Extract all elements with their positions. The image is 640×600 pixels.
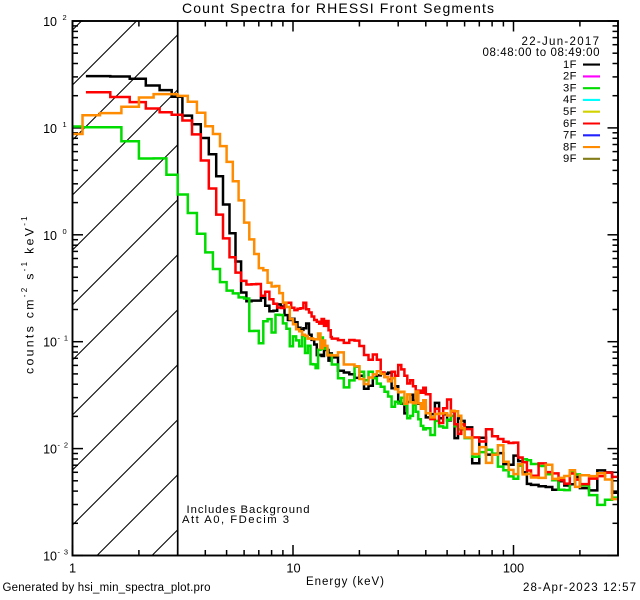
- svg-text:10: 10: [43, 229, 57, 243]
- svg-text:0: 0: [63, 227, 67, 236]
- svg-text:08:48:00 to 08:49:00: 08:48:00 to 08:49:00: [483, 47, 600, 59]
- svg-text:2F: 2F: [563, 71, 577, 83]
- svg-text:10: 10: [43, 336, 57, 350]
- svg-text:1F: 1F: [563, 59, 577, 71]
- svg-text:5F: 5F: [563, 106, 577, 118]
- svg-text:4F: 4F: [563, 94, 577, 106]
- svg-text:10: 10: [43, 550, 57, 564]
- svg-text:10: 10: [286, 561, 300, 576]
- svg-text:28-Apr-2023 12:57: 28-Apr-2023 12:57: [523, 582, 636, 594]
- svg-text:100: 100: [503, 561, 524, 576]
- svg-text:Includes Background: Includes Background: [187, 504, 310, 516]
- svg-text:1: 1: [69, 561, 76, 576]
- svg-text:Att A0, FDecim 3: Att A0, FDecim 3: [182, 514, 289, 526]
- svg-text:Generated by hsi_min_spectra_p: Generated by hsi_min_spectra_plot.pro: [3, 582, 211, 594]
- svg-text:7F: 7F: [563, 130, 577, 142]
- svg-text:3F: 3F: [563, 83, 577, 95]
- svg-text:10: 10: [43, 15, 57, 29]
- svg-text:10: 10: [43, 443, 57, 457]
- svg-text:8F: 8F: [563, 141, 577, 153]
- svg-text:6F: 6F: [563, 118, 577, 130]
- svg-text:1: 1: [63, 120, 67, 129]
- svg-text:Count Spectra for RHESSI Front: Count Spectra for RHESSI Front Segments: [182, 0, 494, 16]
- svg-text:2: 2: [63, 13, 67, 22]
- svg-text:9F: 9F: [563, 153, 577, 165]
- svg-text:Energy (keV): Energy (keV): [306, 576, 384, 588]
- svg-text:counts cm-2 s-1 keV-1: counts cm-2 s-1 keV-1: [20, 214, 37, 374]
- svg-text:10: 10: [43, 122, 57, 136]
